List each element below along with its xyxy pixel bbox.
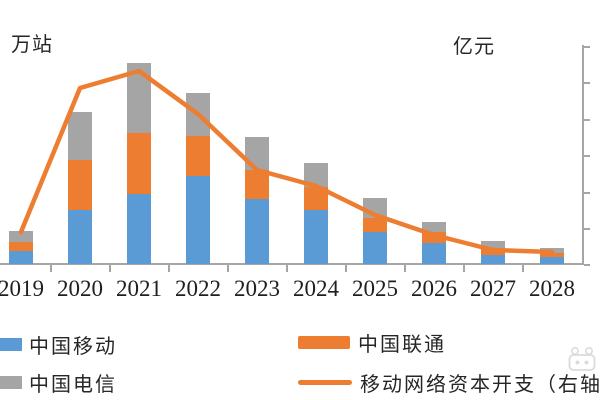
bar-segment: [363, 218, 387, 232]
x-label-2020: 2020: [57, 276, 103, 301]
bar-segment: [481, 255, 505, 264]
bar-segment: [245, 170, 269, 199]
bar-2021: [127, 63, 151, 264]
bar-2022: [186, 93, 210, 264]
right-axis-line: [582, 45, 584, 265]
bar-segment: [127, 194, 151, 264]
bar-segment: [9, 251, 33, 264]
bar-segment: [304, 187, 328, 210]
x-axis-tick: [345, 265, 347, 272]
x-axis-tick: [404, 265, 406, 272]
legend-label: 中国移动: [29, 336, 117, 358]
bar-segment: [186, 93, 210, 136]
legend-label: 移动网络资本开支（右轴: [360, 374, 600, 396]
legend-item-china-telecom: 中国电信: [0, 368, 117, 397]
legend-item-china-unicom: 中国联通: [298, 328, 446, 357]
right-axis-title: 亿元: [453, 36, 495, 58]
bar-segment: [540, 257, 564, 264]
x-axis-tick: [522, 265, 524, 272]
site-logo-watermark-icon: [568, 346, 596, 371]
x-axis-tick: [168, 265, 170, 272]
bar-segment: [186, 136, 210, 176]
x-label-2019: 2019: [0, 276, 44, 301]
legend-item-capex-line: 移动网络资本开支（右轴: [298, 368, 600, 397]
bar-2027: [481, 241, 505, 264]
x-axis-tick: [109, 265, 111, 272]
bar-segment: [9, 242, 33, 251]
right-axis-tick: [584, 82, 590, 85]
bar-segment: [9, 231, 33, 242]
bar-segment: [127, 133, 151, 194]
bar-2024: [304, 163, 328, 264]
right-axis-tick: [584, 264, 590, 267]
bar-segment: [245, 137, 269, 170]
bar-segment: [186, 176, 210, 264]
x-label-2026: 2026: [411, 276, 457, 301]
bar-segment: [481, 248, 505, 255]
bar-2025: [363, 198, 387, 264]
bar-2028: [540, 248, 564, 264]
bar-segment: [127, 63, 151, 133]
x-label-2025: 2025: [352, 276, 398, 301]
bar-segment: [422, 243, 446, 264]
right-axis-tick: [584, 191, 590, 194]
bar-segment: [540, 253, 564, 257]
capex-line-swatch-icon: [298, 380, 352, 385]
bar-segment: [68, 112, 92, 160]
bar-segment: [68, 160, 92, 210]
legend-label: 中国联通: [358, 334, 446, 356]
bar-2023: [245, 137, 269, 264]
bar-segment: [245, 199, 269, 264]
bar-segment: [304, 210, 328, 264]
x-label-2021: 2021: [116, 276, 162, 301]
x-label-2022: 2022: [175, 276, 221, 301]
china-telecom-swatch-icon: [0, 376, 22, 389]
right-axis-tick: [584, 155, 590, 158]
legend-item-china-mobile: 中国移动: [0, 330, 117, 359]
bar-segment: [304, 163, 328, 187]
x-axis-tick: [286, 265, 288, 272]
bar-2020: [68, 112, 92, 264]
x-label-2027: 2027: [470, 276, 516, 301]
china-mobile-swatch-icon: [0, 338, 22, 351]
x-label-2024: 2024: [293, 276, 339, 301]
left-axis-title: 万站: [11, 34, 53, 56]
china-unicom-swatch-icon: [298, 336, 350, 349]
legend-label: 中国电信: [29, 374, 117, 396]
x-axis-tick: [50, 265, 52, 272]
right-axis-tick: [584, 118, 590, 121]
bar-segment: [481, 241, 505, 248]
x-axis-line: [0, 263, 584, 265]
x-axis-tick: [227, 265, 229, 272]
bar-segment: [422, 222, 446, 232]
bar-2026: [422, 222, 446, 264]
bar-2019: [9, 231, 33, 264]
bar-segment: [68, 210, 92, 264]
right-axis-tick: [584, 228, 590, 230]
right-axis-tick: [584, 46, 590, 48]
x-axis-tick: [463, 265, 465, 272]
bar-segment: [363, 198, 387, 218]
x-label-2028: 2028: [529, 276, 575, 301]
x-label-2023: 2023: [234, 276, 280, 301]
bar-segment: [422, 232, 446, 243]
bar-segment: [363, 232, 387, 264]
